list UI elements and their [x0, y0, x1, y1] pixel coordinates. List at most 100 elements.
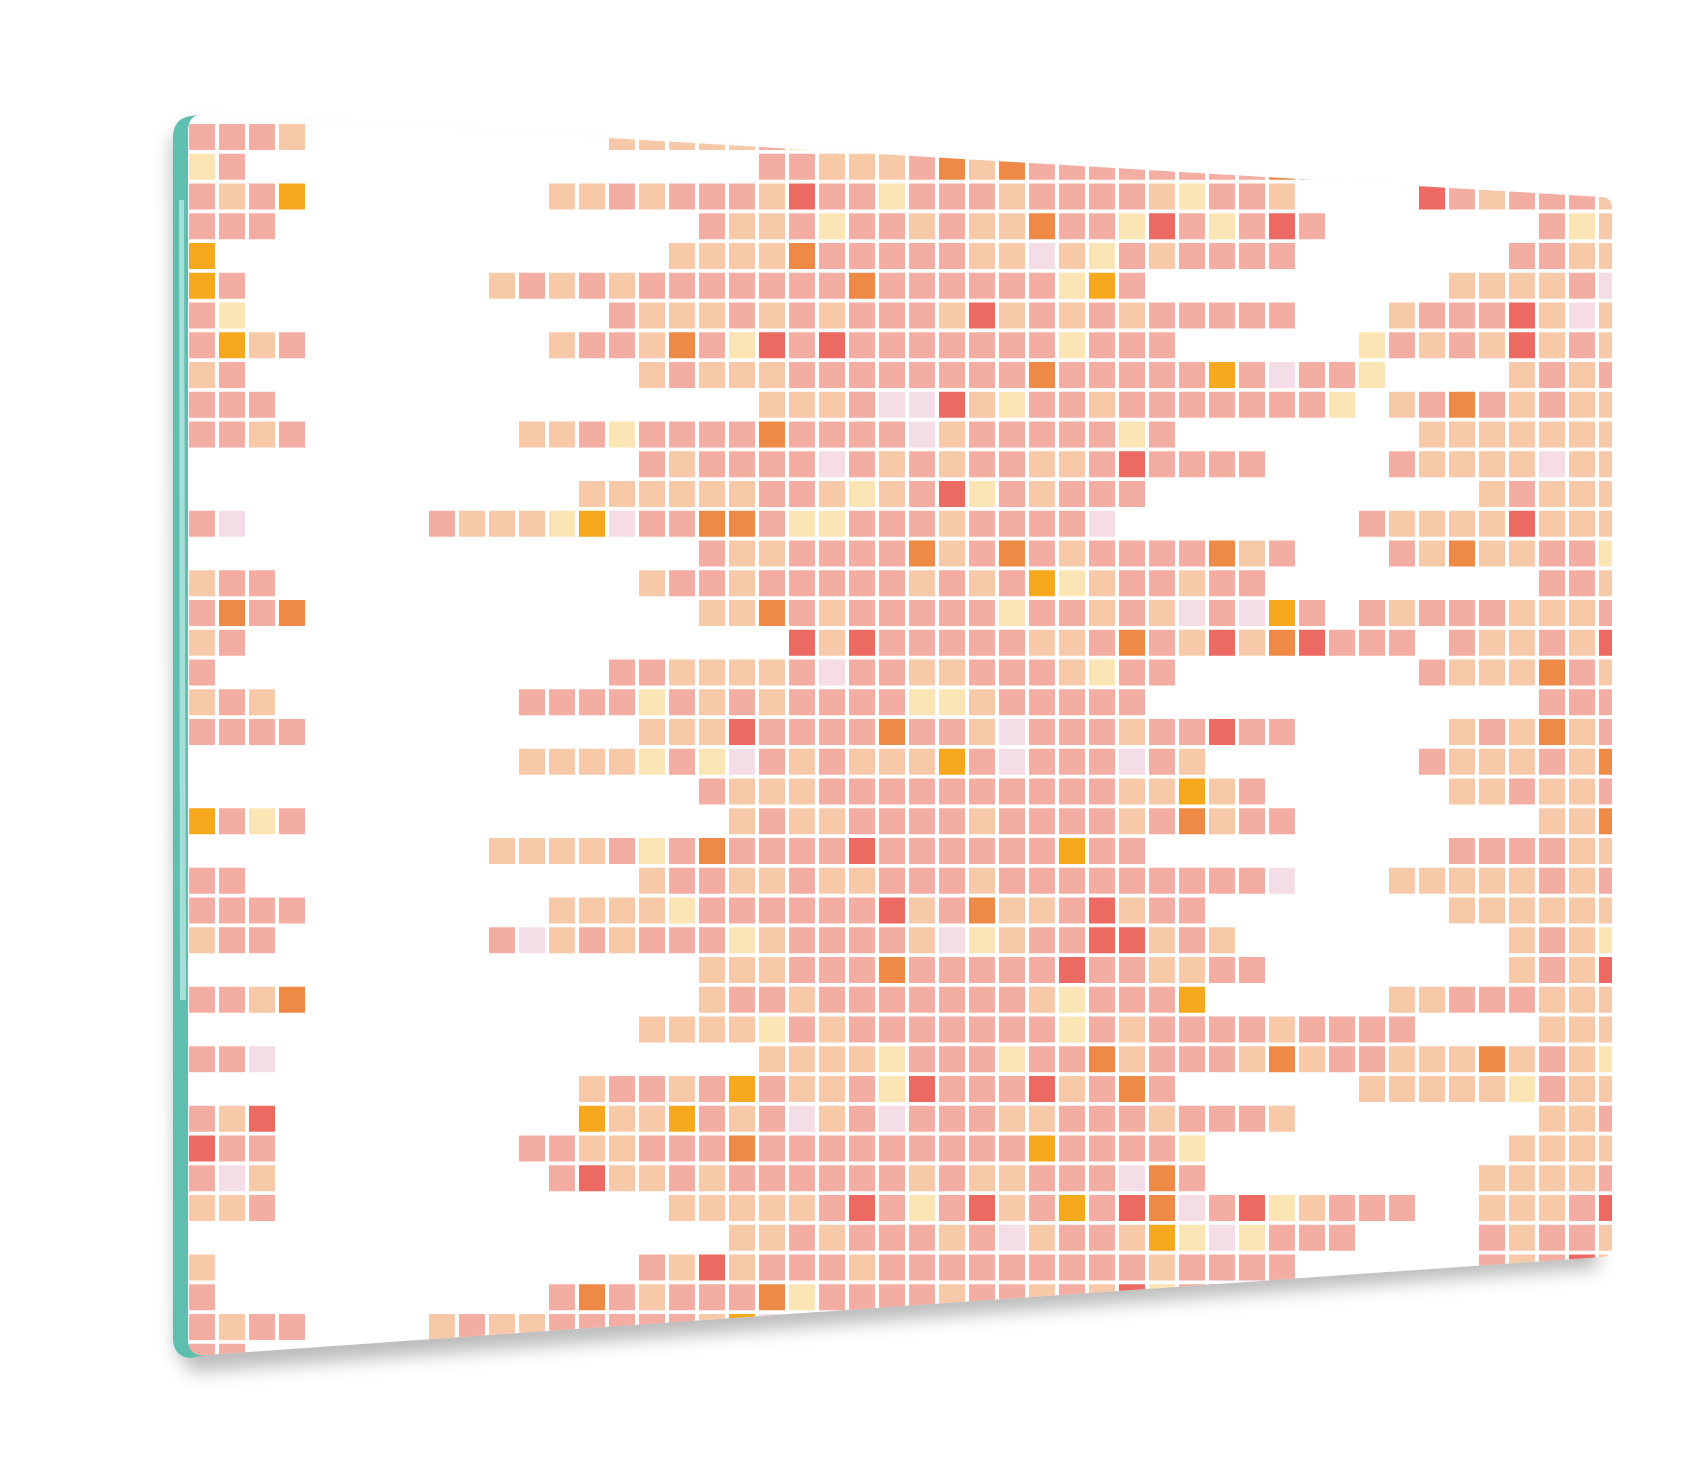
mosaic-tile — [1479, 659, 1505, 686]
mosaic-tile — [1209, 867, 1235, 894]
mosaic-tile — [879, 510, 905, 537]
mosaic-tile — [759, 570, 785, 597]
mosaic-tile — [1389, 540, 1415, 567]
mosaic-tile — [849, 838, 875, 864]
mosaic-tile — [639, 481, 665, 507]
mosaic-tile — [699, 510, 725, 537]
mosaic-tile — [1089, 302, 1115, 329]
mosaic-tile — [189, 421, 215, 448]
mosaic-tile — [1059, 362, 1085, 388]
mosaic-tile — [1539, 1135, 1565, 1162]
mosaic-tile — [1509, 1343, 1535, 1356]
mosaic-tile — [909, 451, 935, 478]
mosaic-tile — [579, 272, 605, 299]
mosaic-tile — [1509, 153, 1535, 180]
mosaic-tile — [699, 927, 725, 954]
mosaic-tile — [1179, 808, 1205, 835]
mosaic-tile — [1599, 1284, 1612, 1311]
mosaic-tile — [819, 540, 845, 567]
mosaic-tile — [879, 481, 905, 507]
mosaic-tile — [699, 272, 725, 299]
mosaic-tile — [189, 1254, 215, 1281]
mosaic-tile — [1539, 1343, 1565, 1356]
mosaic-tile — [1089, 451, 1115, 478]
mosaic-tile — [219, 897, 245, 924]
mosaic-tile — [729, 421, 755, 448]
mosaic-tile — [1359, 332, 1385, 359]
mosaic-tile — [1569, 510, 1595, 537]
mosaic-tile — [789, 421, 815, 448]
mosaic-tile — [969, 1135, 995, 1162]
mosaic-tile — [1299, 1195, 1325, 1221]
mosaic-tile — [1119, 1105, 1145, 1132]
mosaic-tile — [1059, 1076, 1085, 1102]
mosaic-tile — [879, 1254, 905, 1281]
mosaic-tile — [819, 838, 845, 864]
mosaic-tile — [189, 153, 215, 180]
mosaic-tile — [909, 719, 935, 745]
mosaic-tile — [1539, 481, 1565, 507]
mosaic-tile — [189, 391, 215, 418]
mosaic-tile — [849, 272, 875, 299]
mosaic-tile — [609, 1105, 635, 1132]
mosaic-tile — [1299, 153, 1325, 180]
mosaic-tile — [1149, 1195, 1175, 1221]
mosaic-tile — [1599, 183, 1612, 210]
mosaic-tile — [219, 302, 245, 329]
mosaic-tile — [879, 1284, 905, 1311]
mosaic-tile — [249, 689, 275, 716]
mosaic-tile — [909, 1016, 935, 1043]
mosaic-tile — [729, 570, 755, 597]
mosaic-tile — [1119, 1165, 1145, 1192]
mosaic-tile — [1389, 1343, 1415, 1356]
mosaic-tile — [1509, 391, 1535, 418]
mosaic-tile — [699, 1076, 725, 1102]
mosaic-tile — [279, 897, 305, 924]
mosaic-tile — [579, 183, 605, 210]
mosaic-tile — [519, 748, 545, 775]
mosaic-tile — [1419, 748, 1445, 775]
mosaic-tile — [249, 391, 275, 418]
mosaic-tile — [1089, 719, 1115, 745]
mosaic-tile — [669, 1254, 695, 1281]
mosaic-tile — [579, 838, 605, 864]
mosaic-tile — [1119, 540, 1145, 567]
mosaic-tile — [1449, 1343, 1475, 1356]
mosaic-tile — [189, 510, 215, 537]
mosaic-tile — [849, 897, 875, 924]
mosaic-tile — [1479, 332, 1505, 359]
mosaic-tile — [1419, 183, 1445, 210]
mosaic-tile — [1029, 927, 1055, 954]
mosaic-tile — [969, 510, 995, 537]
mosaic-tile — [1509, 838, 1535, 864]
mosaic-tile — [1539, 927, 1565, 954]
mosaic-tile — [849, 778, 875, 805]
mosaic-tile — [219, 272, 245, 299]
mosaic-tile — [249, 1165, 275, 1192]
mosaic-tile — [909, 332, 935, 359]
mosaic-tile — [759, 748, 785, 775]
mosaic-tile — [249, 1314, 275, 1340]
mosaic-tile — [849, 302, 875, 329]
mosaic-tile — [1119, 332, 1145, 359]
mosaic-tile — [759, 124, 785, 150]
mosaic-tile — [639, 570, 665, 597]
mosaic-tile — [549, 838, 575, 864]
mosaic-tile — [1179, 867, 1205, 894]
mosaic-tile — [1089, 897, 1115, 924]
mosaic-tile — [879, 213, 905, 240]
mosaic-tile — [1539, 719, 1565, 745]
mosaic-tile — [1539, 778, 1565, 805]
mosaic-tile — [849, 1046, 875, 1073]
mosaic-tile — [1479, 272, 1505, 299]
mosaic-tile — [519, 421, 545, 448]
mosaic-tile — [1419, 540, 1445, 567]
mosaic-tile — [1599, 778, 1612, 805]
mosaic-tile — [819, 570, 845, 597]
mosaic-tile — [1509, 927, 1535, 954]
mosaic-tile — [1449, 451, 1475, 478]
mosaic-tile — [219, 570, 245, 597]
mosaic-tile — [1599, 867, 1612, 894]
mosaic-tile — [759, 243, 785, 269]
mosaic-tile — [1029, 1165, 1055, 1192]
